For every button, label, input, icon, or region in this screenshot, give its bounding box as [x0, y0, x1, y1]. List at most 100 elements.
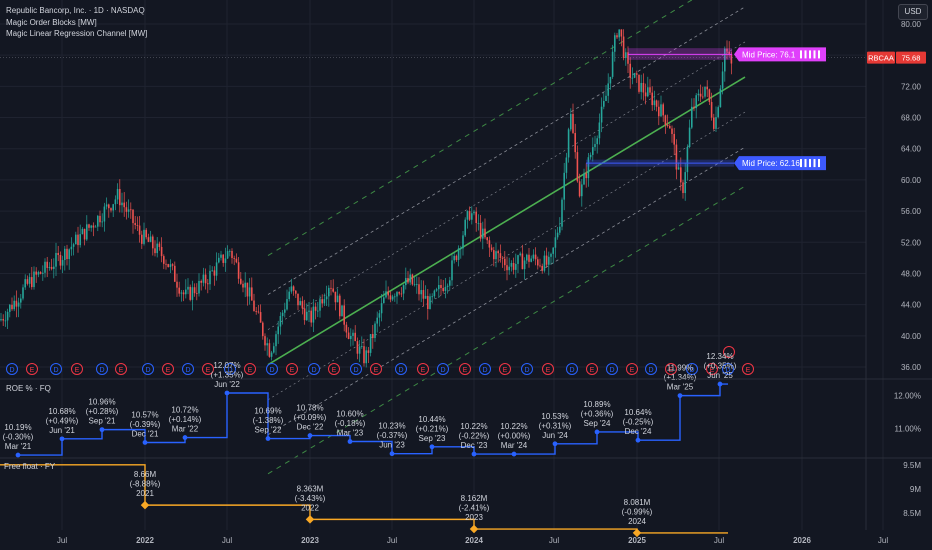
candle-body: [576, 152, 579, 182]
candle-body: [64, 248, 66, 261]
candle-body: [33, 271, 35, 288]
free-float-pane-label[interactable]: Free float · FY: [4, 462, 56, 471]
roe-point: [99, 427, 105, 433]
roe-point: [717, 381, 723, 387]
dividend-marker[interactable]: D: [686, 363, 698, 375]
roe-period: Mar '25: [667, 383, 694, 392]
earnings-marker[interactable]: E: [499, 363, 511, 375]
earnings-marker[interactable]: E: [742, 363, 754, 375]
dividend-marker[interactable]: D: [308, 363, 320, 375]
candle-body: [306, 311, 308, 321]
price-axis-label: 48.00: [901, 269, 922, 278]
float-change: (-8.88%): [130, 480, 161, 489]
candle-body: [647, 87, 649, 97]
indicator-regression-channel[interactable]: Magic Linear Regression Channel [MW]: [6, 29, 148, 38]
candle-body: [506, 265, 508, 271]
candle-body: [347, 332, 350, 339]
candle-body: [9, 304, 11, 312]
dividend-marker[interactable]: D: [521, 363, 533, 375]
candle-body: [400, 293, 403, 295]
marker-letter: E: [590, 367, 595, 374]
candle-body: [152, 236, 154, 249]
dividend-marker[interactable]: D: [266, 363, 278, 375]
dividend-marker[interactable]: D: [182, 363, 194, 375]
candle-body: [268, 343, 271, 357]
dividend-marker[interactable]: D: [566, 363, 578, 375]
time-axis-label: Jul: [714, 536, 724, 545]
earnings-marker[interactable]: E: [244, 363, 256, 375]
time-axis-label: 2026: [793, 536, 811, 545]
candle-body: [90, 225, 92, 228]
earnings-marker[interactable]: E: [26, 363, 38, 375]
roe-value: 10.23%: [378, 422, 405, 431]
candle-body: [389, 295, 392, 300]
earnings-marker[interactable]: E: [328, 363, 340, 375]
earnings-marker[interactable]: E: [459, 363, 471, 375]
candle-body: [407, 278, 409, 283]
candle-body: [686, 146, 689, 173]
dividend-marker[interactable]: D: [6, 363, 18, 375]
earnings-marker[interactable]: E: [286, 363, 298, 375]
candle-body: [288, 291, 290, 300]
candle-body: [574, 133, 576, 153]
earnings-marker[interactable]: E: [71, 363, 83, 375]
candle-body: [453, 255, 455, 261]
candle-body: [222, 254, 224, 263]
earnings-marker[interactable]: E: [665, 363, 677, 375]
dividend-marker[interactable]: D: [437, 363, 449, 375]
dividend-marker[interactable]: D: [142, 363, 154, 375]
candle-body: [292, 286, 295, 291]
candle-body: [629, 63, 631, 78]
candle-body: [37, 272, 40, 275]
candle-body: [578, 181, 581, 197]
indicator-order-blocks[interactable]: Magic Order Blocks [MW]: [6, 18, 97, 27]
roe-point: [471, 451, 477, 457]
candle-body: [365, 350, 367, 364]
dividend-marker[interactable]: D: [350, 363, 362, 375]
candle-body: [358, 346, 361, 354]
earnings-marker[interactable]: E: [202, 363, 214, 375]
marker-letter: E: [503, 367, 508, 374]
dividend-marker[interactable]: D: [645, 363, 657, 375]
dividend-marker[interactable]: D: [606, 363, 618, 375]
earnings-marker[interactable]: E: [706, 363, 718, 375]
order-blocks: Mid Price: 76.1 Mid Price: 62.16: [586, 47, 826, 171]
earnings-marker[interactable]: E: [542, 363, 554, 375]
earnings-marker[interactable]: E: [626, 363, 638, 375]
candle-body: [625, 52, 627, 58]
candle-body: [708, 89, 711, 102]
dividend-marker[interactable]: D: [96, 363, 108, 375]
roe-value: 11.99%: [667, 364, 694, 373]
dividend-marker[interactable]: D: [479, 363, 491, 375]
roe-value: 10.68%: [48, 407, 75, 416]
candle-body: [460, 248, 462, 250]
candle-body: [563, 172, 565, 200]
candle-body: [444, 286, 447, 291]
marker-letter: D: [227, 367, 232, 374]
candle-body: [649, 87, 651, 93]
roe-point: [677, 393, 683, 399]
marker-letter: E: [710, 367, 715, 374]
earnings-marker[interactable]: E: [586, 363, 598, 375]
candle-body: [616, 35, 618, 38]
earnings-marker[interactable]: E: [370, 363, 382, 375]
candle-body: [143, 229, 145, 244]
roe-pane-label[interactable]: ROE % · FQ: [6, 384, 51, 393]
candle-body: [220, 254, 222, 258]
dividend-marker[interactable]: D: [224, 363, 236, 375]
dividend-marker[interactable]: D: [50, 363, 62, 375]
earnings-marker[interactable]: E: [162, 363, 174, 375]
currency-button[interactable]: USD: [898, 4, 928, 20]
candle-body: [127, 209, 130, 212]
candle-body: [446, 285, 449, 287]
marker-circle: [350, 363, 362, 375]
dividend-marker[interactable]: D: [722, 363, 734, 375]
earnings-marker[interactable]: E: [417, 363, 429, 375]
candle-body: [24, 279, 26, 288]
candle-body: [611, 51, 614, 77]
dividend-marker[interactable]: D: [395, 363, 407, 375]
earnings-marker[interactable]: E: [115, 363, 127, 375]
candle-body: [691, 106, 693, 128]
